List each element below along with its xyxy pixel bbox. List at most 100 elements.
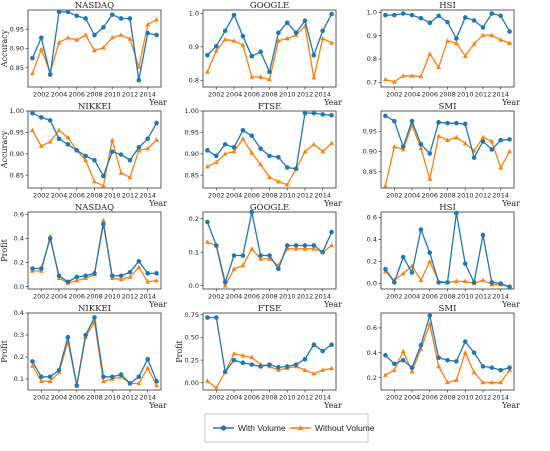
y-axis-label: Accuracy: [0, 130, 9, 169]
x-tick-label: 2010: [279, 293, 296, 301]
x-tick-label: 2010: [104, 394, 121, 402]
data-point-without-volume: [30, 128, 35, 132]
data-point-with-volume: [154, 271, 159, 276]
data-point-with-volume: [83, 154, 88, 159]
y-axis-label: Profit: [175, 339, 184, 362]
data-point-with-volume: [101, 375, 106, 380]
data-point-without-volume: [154, 138, 159, 142]
data-point-with-volume: [463, 15, 468, 20]
data-point-with-volume: [276, 30, 281, 35]
data-point-without-volume: [436, 364, 441, 368]
x-tick-label: 2012: [122, 91, 139, 99]
data-point-with-volume: [392, 362, 397, 367]
x-axis-label: Year: [501, 199, 520, 208]
y-tick-label: 0.0: [189, 282, 199, 290]
data-point-with-volume: [249, 54, 254, 59]
data-point-with-volume: [472, 350, 477, 355]
data-point-with-volume: [276, 155, 281, 160]
legend-without-volume-label: Without Volume: [315, 423, 375, 433]
x-tick-label: 2004: [226, 91, 243, 99]
x-tick-label: 2008: [439, 293, 456, 301]
data-point-with-volume: [507, 29, 512, 34]
data-point-with-volume: [154, 379, 159, 384]
y-tick-label: 0.2: [367, 374, 377, 382]
data-point-with-volume: [223, 142, 228, 147]
data-point-without-volume: [205, 378, 210, 382]
data-point-with-volume: [92, 315, 97, 320]
data-point-with-volume: [57, 368, 62, 373]
data-point-with-volume: [383, 267, 388, 272]
data-point-with-volume: [294, 30, 299, 35]
panel-12: SMI0.20.40.62002 2004 2006 2008 2010 2012 2014…: [367, 304, 521, 410]
x-tick-label: 2006: [243, 91, 260, 99]
x-tick-label: 2012: [475, 293, 492, 301]
panel-title: FTSE: [258, 304, 282, 314]
x-tick-label: 2004: [404, 91, 421, 99]
panel-6: SMI0.850.900.952002 2004 2006 2008 2010 2012 2…: [363, 102, 521, 208]
x-tick-label: 2006: [421, 394, 438, 402]
data-point-with-volume: [258, 146, 263, 151]
data-point-with-volume: [490, 147, 495, 152]
x-tick-label: 2010: [457, 293, 474, 301]
data-point-with-volume: [267, 362, 272, 367]
y-tick-label: 0.4: [14, 235, 24, 243]
x-axis-label: Year: [323, 300, 342, 309]
y-tick-label: 0.25: [185, 356, 199, 364]
data-point-with-volume: [427, 250, 432, 255]
data-point-with-volume: [329, 12, 334, 17]
panel-1: NASDAQ0.850.900.952002 2004 2006 2008 2010 20…: [0, 1, 167, 107]
data-point-with-volume: [232, 145, 237, 150]
data-point-with-volume: [329, 113, 334, 118]
data-point-with-volume: [241, 361, 246, 366]
x-tick-label: 2008: [439, 394, 456, 402]
data-point-with-volume: [490, 11, 495, 16]
x-tick-label: 2004: [51, 91, 68, 99]
data-point-without-volume: [311, 75, 316, 79]
data-point-without-volume: [507, 149, 512, 153]
data-point-with-volume: [137, 375, 142, 380]
data-point-without-volume: [101, 218, 106, 222]
x-tick-label: 2002: [33, 91, 50, 99]
x-tick-label: 2006: [421, 192, 438, 200]
y-tick-label: 0.90: [363, 148, 377, 156]
data-point-with-volume: [312, 342, 317, 347]
legend-with-volume-label: With Volume: [238, 423, 286, 433]
data-point-with-volume: [48, 72, 53, 77]
y-axis-label: Accuracy: [0, 29, 9, 68]
x-tick-label: 2004: [51, 192, 68, 200]
panel-7: NASDAQ0.00.20.40.62002 2004 2006 2008 2010 20…: [0, 203, 167, 309]
data-point-with-volume: [383, 114, 388, 119]
y-tick-label: 0.1: [189, 248, 199, 256]
data-point-with-volume: [258, 364, 263, 369]
y-tick-label: 0.7: [367, 79, 377, 87]
plot-frame: [381, 313, 514, 390]
data-point-without-volume: [472, 370, 477, 374]
data-point-with-volume: [92, 158, 97, 163]
data-point-with-volume: [481, 364, 486, 369]
data-point-with-volume: [303, 243, 308, 248]
data-point-with-volume: [498, 138, 503, 143]
data-point-without-volume: [481, 135, 486, 139]
data-point-with-volume: [258, 50, 263, 55]
x-axis-label: Year: [323, 199, 342, 208]
data-point-with-volume: [401, 144, 406, 149]
y-tick-label: 0.50: [185, 334, 199, 342]
data-point-with-volume: [119, 273, 124, 278]
x-tick-label: 2002: [33, 293, 50, 301]
data-point-with-volume: [445, 121, 450, 126]
x-tick-label: 2012: [297, 192, 314, 200]
y-tick-label: 0.2: [189, 215, 199, 223]
data-point-with-volume: [498, 281, 503, 286]
y-tick-label: 0.85: [185, 171, 199, 179]
data-point-with-volume: [294, 243, 299, 248]
x-tick-label: 2004: [226, 293, 243, 301]
data-point-with-volume: [507, 285, 512, 290]
data-point-with-volume: [312, 243, 317, 248]
data-point-with-volume: [57, 137, 62, 142]
data-point-with-volume: [481, 25, 486, 30]
data-point-with-volume: [83, 16, 88, 21]
data-point-with-volume: [110, 375, 115, 380]
series-line-with-volume: [207, 14, 331, 72]
data-point-with-volume: [481, 139, 486, 144]
